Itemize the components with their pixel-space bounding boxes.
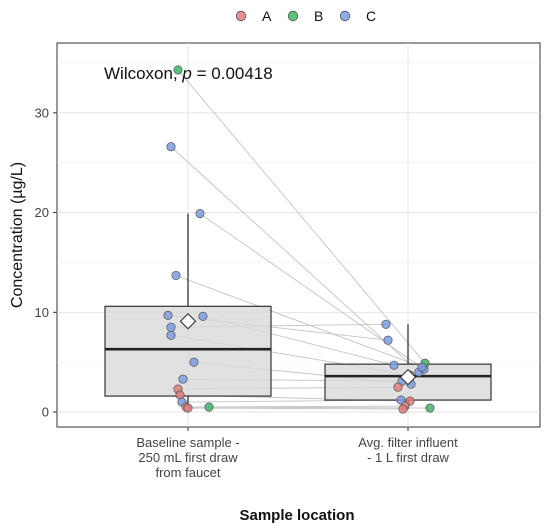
point-before	[204, 402, 214, 412]
means	[179, 312, 417, 386]
point-after	[383, 335, 393, 345]
point-before	[166, 330, 176, 340]
mean-diamond	[399, 368, 417, 386]
legend-swatch-b	[287, 10, 299, 22]
point-after	[381, 319, 391, 329]
pair-line	[177, 69, 426, 364]
annotation-p: p	[181, 64, 191, 83]
y-tick-label: 0	[42, 405, 49, 420]
legend-label-b: B	[314, 8, 323, 24]
y-axis: 0 10 20 30	[35, 105, 57, 420]
x-tick-label: 250 mL first draw	[138, 450, 238, 465]
legend-label-c: C	[366, 8, 376, 24]
point-before	[166, 322, 176, 332]
pair-line	[187, 407, 404, 410]
y-tick-label: 20	[35, 205, 49, 220]
annotation-value: = 0.00418	[192, 64, 273, 83]
point-after	[389, 360, 399, 370]
point-before	[166, 142, 176, 152]
point-before	[173, 65, 183, 75]
legend-swatch-a	[235, 10, 247, 22]
mean-diamond	[179, 312, 197, 330]
point-before	[163, 310, 173, 320]
x-tick-label: from faucet	[155, 465, 220, 480]
y-tick-label: 10	[35, 305, 49, 320]
y-tick-label: 30	[35, 105, 49, 120]
wilcoxon-annotation: Wilcoxon, p = 0.00418	[104, 64, 273, 83]
point-before	[178, 374, 188, 384]
point-before	[189, 357, 199, 367]
x-tick-label: Avg. filter influent	[358, 435, 458, 450]
x-axis-label: Sample location	[239, 507, 354, 524]
points	[163, 65, 435, 414]
point-after	[425, 403, 435, 413]
legend: A B C	[235, 8, 376, 24]
pair-line	[208, 406, 431, 409]
point-after	[417, 362, 427, 372]
y-axis-label: Concentration (µg/L)	[9, 162, 26, 308]
point-after	[398, 404, 408, 414]
point-after	[393, 382, 403, 392]
point-before	[198, 311, 208, 321]
pair-line	[170, 146, 420, 373]
x-tick-label: Baseline sample -	[136, 435, 239, 450]
point-before	[195, 209, 205, 219]
point-before	[183, 403, 193, 413]
legend-swatch-c	[339, 10, 351, 22]
pair-line	[175, 274, 423, 368]
x-tick-label: - 1 L first draw	[367, 450, 449, 465]
point-before	[171, 270, 181, 280]
legend-label-a: A	[262, 8, 272, 24]
annotation-prefix: Wilcoxon,	[104, 64, 182, 83]
